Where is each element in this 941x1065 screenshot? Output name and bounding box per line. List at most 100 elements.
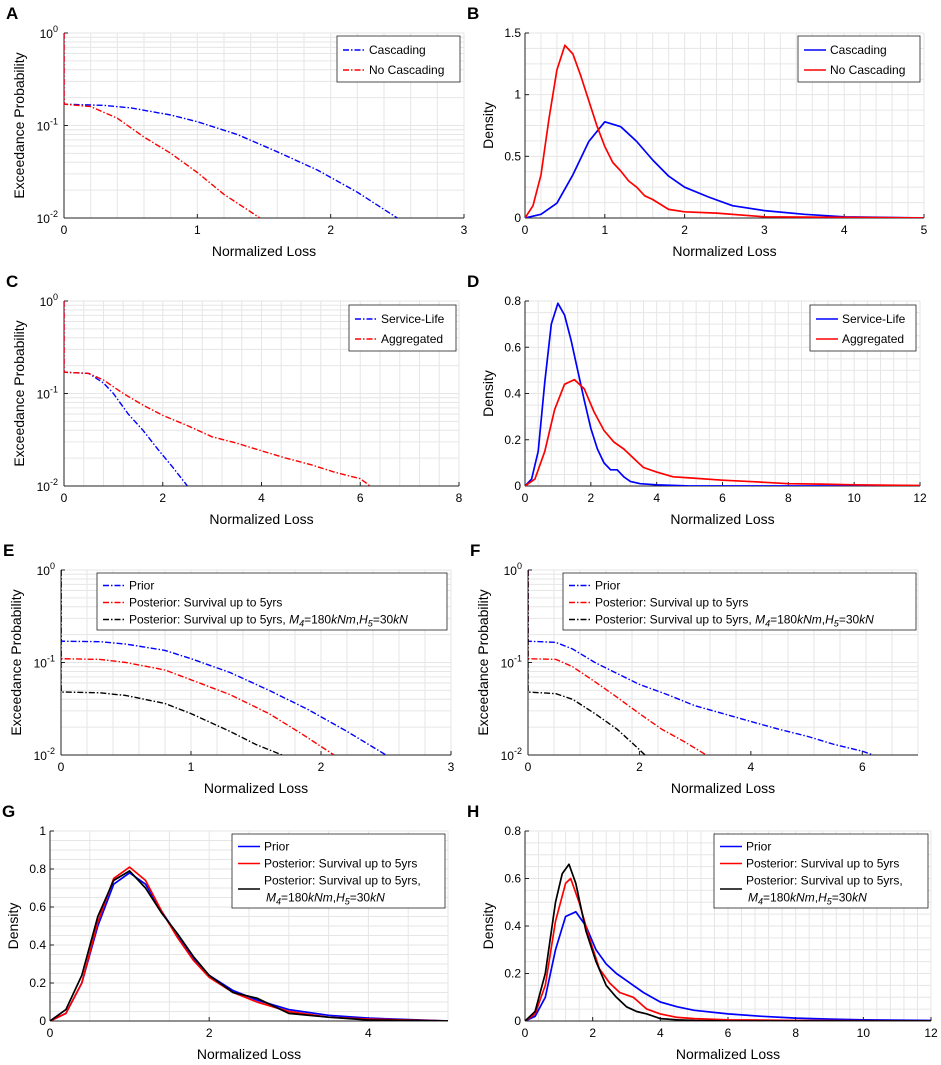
chart-panel-g: G 0 2 4 0 0.2 0.4 0.6 0.8 1 Normalized Loss Density… bbox=[2, 802, 449, 1062]
legend-box bbox=[348, 304, 457, 352]
x-tick-label: 4 bbox=[258, 491, 265, 505]
legend-label: Prior bbox=[264, 840, 289, 854]
legend: Prior Posterior: Survival up to 5yrs Poste… bbox=[713, 833, 929, 909]
series-line-1 bbox=[525, 120, 924, 218]
legend-label: Cascading bbox=[830, 43, 887, 57]
x-tick-label: 2 bbox=[636, 760, 643, 774]
legend-label: No Cascading bbox=[369, 63, 444, 77]
legend: Prior Posterior: Survival up to 5yrs Poste… bbox=[96, 572, 448, 631]
x-tick-label: 6 bbox=[719, 491, 726, 505]
y-tick-label: 10-1 bbox=[37, 117, 58, 134]
legend-label: Posterior: Survival up to 5yrs, M4=180kN… bbox=[129, 613, 408, 629]
series-line-2 bbox=[50, 866, 448, 1021]
y-tick-label: 0 bbox=[39, 1014, 46, 1028]
x-tick-label: 6 bbox=[725, 1026, 732, 1040]
x-axis-label: Normalized Loss bbox=[676, 1046, 780, 1062]
series-line-1 bbox=[525, 302, 920, 486]
series-line-3 bbox=[525, 863, 931, 1021]
y-tick-label: 100 bbox=[40, 24, 58, 41]
x-tick-label: 1 bbox=[188, 760, 195, 774]
chart-panel-d: D 0 2 4 6 8 10 12 0 0.2 0.4 0.6 0.8 Normalized Loss De… bbox=[467, 272, 927, 527]
y-tick-label: 1 bbox=[514, 88, 521, 102]
legend-label: Prior bbox=[746, 840, 771, 854]
y-tick-label: 100 bbox=[504, 561, 522, 578]
x-tick-label: 0 bbox=[61, 223, 68, 237]
y-tick-label: 1.5 bbox=[504, 26, 521, 40]
y-axis-label: Exceedance Probability bbox=[475, 589, 491, 735]
chart-panel-e: E 0 1 2 3 10-2 10-1 100 Normalized Loss Exceedanc… bbox=[3, 541, 455, 796]
y-tick-label: 1 bbox=[39, 824, 46, 838]
legend-label: Posterior: Survival up to 5yrs, bbox=[746, 874, 903, 888]
x-tick-label: 1 bbox=[601, 223, 608, 237]
legend-label: Posterior: Survival up to 5yrs bbox=[595, 596, 748, 610]
x-tick-label: 10 bbox=[847, 491, 861, 505]
series-line-2 bbox=[64, 33, 261, 218]
x-tick-label: 2 bbox=[681, 223, 688, 237]
x-tick-label: 8 bbox=[456, 491, 463, 505]
x-tick-label: 10 bbox=[857, 1026, 871, 1040]
x-tick-label: 3 bbox=[761, 223, 768, 237]
x-tick-label: 6 bbox=[357, 491, 364, 505]
y-axis-label: Density bbox=[480, 903, 496, 950]
x-tick-label: 2 bbox=[159, 491, 166, 505]
y-tick-label: 0.8 bbox=[29, 862, 46, 876]
grid bbox=[524, 300, 921, 487]
y-axis-label: Exceedance Probability bbox=[8, 589, 24, 735]
x-axis-label: Normalized Loss bbox=[197, 1046, 301, 1062]
legend-label: M4=180kNm,H5=30kN bbox=[266, 891, 385, 907]
legend-label: Service-Life bbox=[842, 312, 906, 326]
legend: Prior Posterior: Survival up to 5yrs Poste… bbox=[231, 833, 446, 909]
panel-label: C bbox=[6, 272, 18, 291]
y-tick-label: 10-2 bbox=[37, 209, 58, 226]
y-axis-label: Exceedance Probability bbox=[11, 320, 27, 466]
y-tick-label: 0.2 bbox=[29, 976, 46, 990]
y-tick-label: 0.8 bbox=[504, 294, 521, 308]
legend-label: Service-Life bbox=[381, 312, 445, 326]
legend-label: Prior bbox=[595, 579, 620, 593]
legend-label: Posterior: Survival up to 5yrs bbox=[746, 857, 899, 871]
x-tick-label: 4 bbox=[748, 760, 755, 774]
y-tick-label: 10-2 bbox=[37, 477, 58, 494]
chart-panel-a: A 0 1 2 3 10-2 10-1 100 Normalized Loss Exceedanc… bbox=[6, 4, 468, 259]
x-tick-label: 4 bbox=[841, 223, 848, 237]
x-tick-label: 5 bbox=[921, 223, 928, 237]
y-tick-label: 0.5 bbox=[504, 149, 521, 163]
y-axis-label: Density bbox=[480, 370, 496, 417]
x-tick-label: 0 bbox=[525, 760, 532, 774]
x-tick-label: 0 bbox=[58, 760, 65, 774]
y-tick-label: 10-1 bbox=[34, 654, 55, 671]
legend-label: Prior bbox=[129, 579, 154, 593]
series-line-1 bbox=[525, 910, 931, 1021]
chart-panel-b: B 0 1 2 3 4 5 0 0.5 1 1.5 Normalized Loss Density Cas… bbox=[467, 4, 928, 259]
legend-label: No Cascading bbox=[830, 63, 905, 77]
x-tick-label: 4 bbox=[657, 1026, 664, 1040]
y-tick-label: 10-1 bbox=[37, 385, 58, 402]
y-tick-label: 0.6 bbox=[504, 340, 521, 354]
x-tick-label: 8 bbox=[792, 1026, 799, 1040]
legend-label: Aggregated bbox=[842, 332, 904, 346]
chart-panel-c: C 0 2 4 6 8 10-2 10-1 100 Normalized Loss Exceedan… bbox=[6, 272, 463, 527]
y-axis-label: Exceedance Probability bbox=[11, 52, 27, 198]
x-tick-label: 4 bbox=[653, 491, 660, 505]
legend-label: Posterior: Survival up to 5yrs, M4=180kN… bbox=[595, 613, 874, 629]
y-tick-label: 100 bbox=[37, 561, 55, 578]
x-axis-label: Normalized Loss bbox=[204, 780, 308, 796]
x-axis-label: Normalized Loss bbox=[671, 780, 775, 796]
y-tick-label: 10-1 bbox=[501, 654, 522, 671]
chart-panel-f: F 0 2 4 6 10-2 10-1 100 Normalized Loss Exceedanc… bbox=[470, 541, 919, 796]
x-tick-label: 2 bbox=[587, 491, 594, 505]
series-line-1 bbox=[528, 570, 874, 755]
x-tick-label: 0 bbox=[47, 1026, 54, 1040]
x-tick-label: 3 bbox=[448, 760, 455, 774]
x-axis-label: Normalized Loss bbox=[209, 511, 313, 527]
x-tick-label: 12 bbox=[913, 491, 927, 505]
x-tick-label: 0 bbox=[522, 223, 529, 237]
panel-label: E bbox=[3, 541, 14, 560]
legend-box bbox=[562, 572, 917, 631]
y-axis-label: Density bbox=[5, 903, 21, 950]
x-tick-label: 6 bbox=[859, 760, 866, 774]
legend: Cascading No Cascading bbox=[797, 35, 921, 83]
x-tick-label: 4 bbox=[365, 1026, 372, 1040]
legend: Service-Life Aggregated bbox=[348, 304, 457, 352]
